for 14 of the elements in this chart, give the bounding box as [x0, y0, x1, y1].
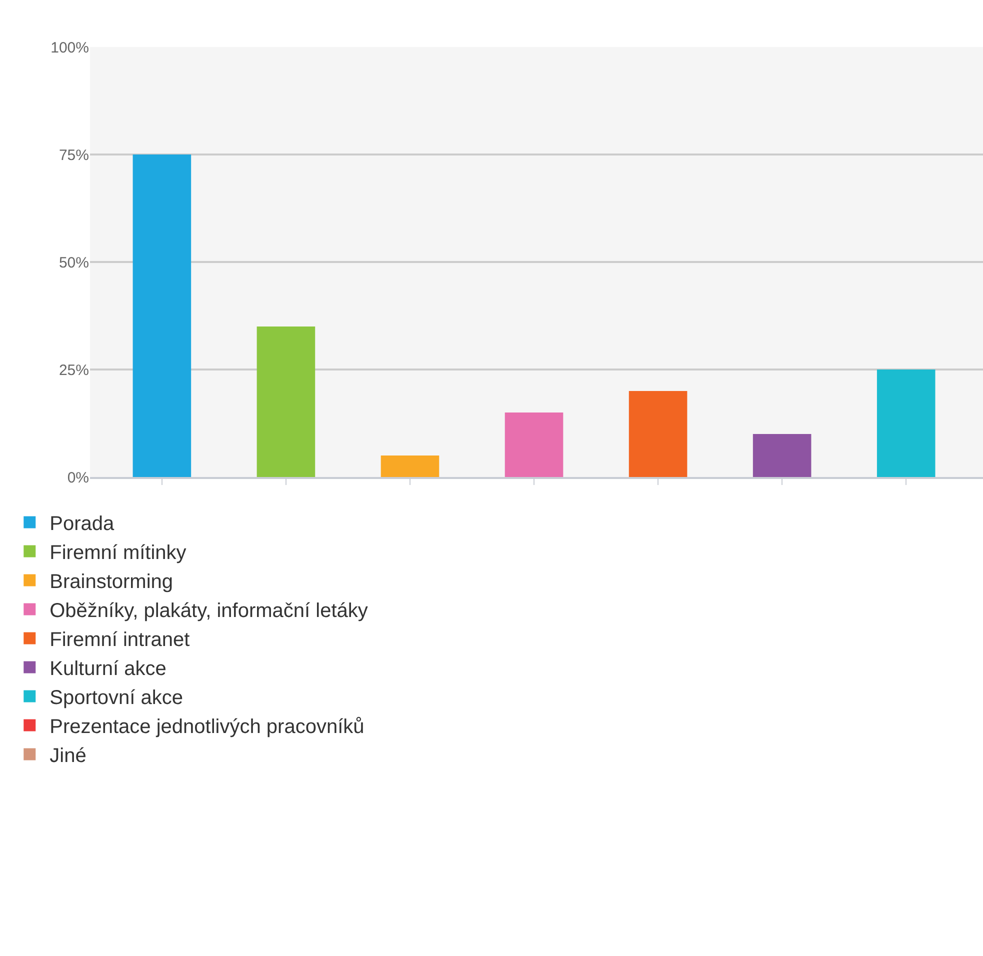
legend-label: Porada — [50, 513, 115, 536]
legend-label: Oběžníky, plakáty, informační letáky — [50, 600, 368, 622]
y-tick-label: 0% — [67, 469, 89, 486]
legend-label: Prezentace jednotlivých pracovníků — [50, 716, 364, 738]
legend-label: Firemní intranet — [50, 629, 190, 652]
legend-label: Kulturní akce — [50, 658, 166, 680]
y-tick-label: 50% — [58, 254, 89, 272]
y-tick-label: 25% — [58, 362, 89, 379]
legend-label: Sportovní akce — [50, 687, 184, 710]
legend-label: Firemní mítinky — [50, 542, 186, 564]
y-tick-label: 100% — [50, 39, 89, 56]
legend-label: Jiné — [50, 745, 86, 768]
y-tick-label: 75% — [58, 146, 89, 164]
legend-label: Brainstorming — [50, 571, 174, 594]
